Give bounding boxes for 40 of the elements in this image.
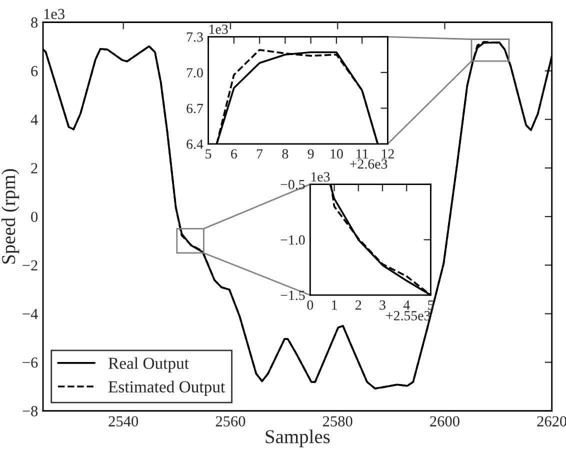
y-tick-label: 4 xyxy=(30,114,38,125)
x-tick-label: 6 xyxy=(231,149,237,159)
annotation: +2.6e3 xyxy=(350,159,388,169)
x-tick-label: 1 xyxy=(332,300,337,310)
y-axis-title: Speed (rpm) xyxy=(1,169,20,264)
x-tick-label: 2 xyxy=(356,300,362,310)
y-tick-label: −1.0 xyxy=(280,235,305,245)
text: 1e3 xyxy=(44,8,64,20)
y-tick-label: −6 xyxy=(22,357,38,368)
y-tick-label: 2 xyxy=(31,163,38,174)
y-tick-label: 0 xyxy=(31,212,38,222)
x-tick-label: 4 xyxy=(403,300,410,310)
y-tick-label: 6 xyxy=(31,66,38,76)
x-tick-label: 2600 xyxy=(430,416,460,426)
legend-label: Real Output xyxy=(108,357,189,372)
y-tick-label: −0.5 xyxy=(280,180,305,190)
x-tick-label: 9 xyxy=(308,149,314,159)
x-tick-label: 3 xyxy=(380,300,386,310)
y-tick-label: −1.5 xyxy=(280,290,305,300)
x-tick-label: 7 xyxy=(256,149,263,158)
annotation: 1e3 xyxy=(311,172,330,182)
y-tick-label: 7.3 xyxy=(186,32,203,42)
x-tick-label: 12 xyxy=(382,149,394,158)
y-tick-label: −2 xyxy=(22,260,38,270)
y-tick-label: 6.7 xyxy=(186,104,204,114)
x-axis-title: Samples xyxy=(266,430,330,448)
y-tick-label: 8 xyxy=(31,17,38,28)
y-tick-label: −4 xyxy=(22,308,38,320)
x-tick-label: 0 xyxy=(307,300,314,310)
y-tick-label: 7.0 xyxy=(186,68,203,78)
legend-label: Estimated Output xyxy=(108,380,226,396)
x-tick-label: 10 xyxy=(330,149,343,159)
x-tick-label: 2580 xyxy=(322,416,352,426)
annotation: 1e3 xyxy=(210,24,228,34)
x-tick-label: 11 xyxy=(356,149,368,158)
x-tick-label: 2560 xyxy=(216,416,246,426)
x-tick-label: 5 xyxy=(206,149,212,159)
y-tick-label: 6.4 xyxy=(186,140,204,149)
y-tick-label: −8 xyxy=(22,406,38,416)
x-tick-label: 2540 xyxy=(108,416,138,426)
